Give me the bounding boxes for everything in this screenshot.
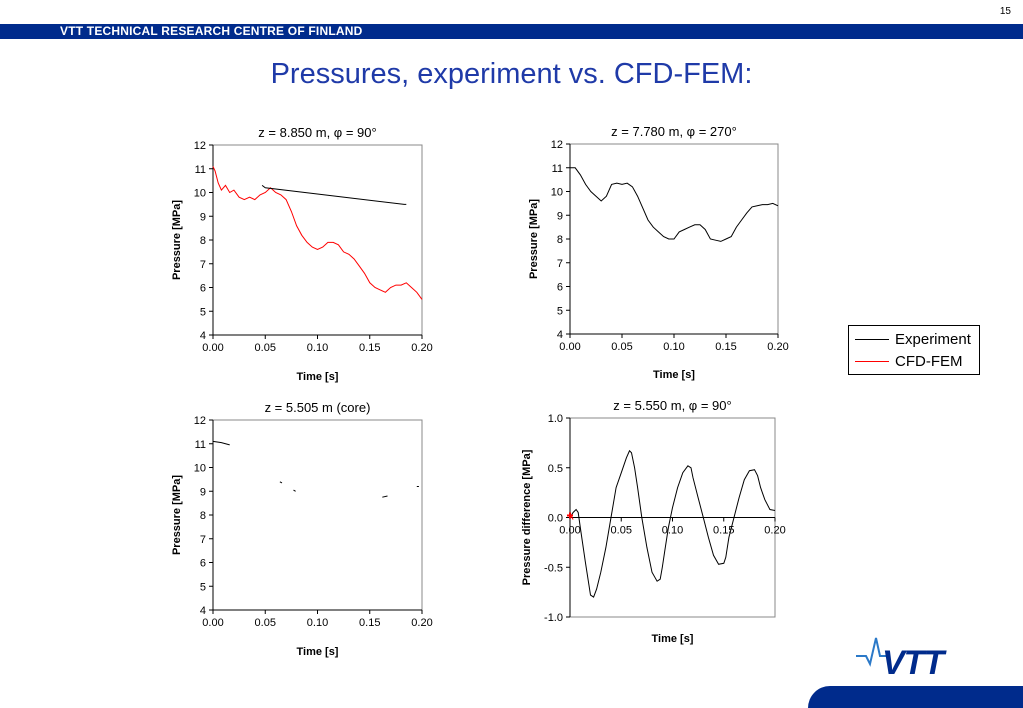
page-number: 15	[999, 6, 1011, 17]
x-tick-label: 0.05	[255, 342, 276, 354]
y-tick-label: 4	[557, 329, 563, 341]
y-tick-label: 7	[200, 534, 206, 546]
organization-header: VTT TECHNICAL RESEARCH CENTRE OF FINLAND	[60, 24, 363, 38]
y-tick-label: 8	[557, 234, 563, 246]
y-tick-label: 5	[200, 581, 206, 593]
chart-1: 4 5 6 7 8 9 10 11 12 0.00 0.05 0.10 0.15 0.20 z = 8.85…	[171, 125, 433, 383]
chart-title: z = 8.850 m, φ = 90°	[258, 125, 376, 140]
y-tick-label: 12	[194, 140, 206, 152]
y-tick-label: -0.5	[544, 562, 563, 574]
slide-title: Pressures, experiment vs. CFD-FEM:	[270, 58, 753, 90]
series-line-cfd-fem	[212, 166, 423, 300]
y-tick-label: 10	[194, 463, 206, 475]
y-tick-label: 5	[200, 306, 206, 318]
y-tick-label: 0.5	[548, 463, 563, 475]
y-tick-label: 0.0	[548, 513, 563, 525]
series-line-experiment	[570, 167, 779, 242]
y-tick-label: 8	[200, 235, 206, 247]
footer-swoosh	[808, 686, 1023, 708]
x-axis-label: Time [s]	[653, 369, 695, 381]
y-tick-label: 7	[557, 258, 563, 270]
y-tick-label: 11	[552, 163, 563, 175]
y-tick-label: 6	[200, 283, 206, 295]
y-axis-label: Pressure [MPa]	[171, 200, 183, 280]
chart-3: 4 5 6 7 8 9 10 11 12 0.00 0.05 0.10 0.15 0.20 z = 5.50…	[171, 400, 433, 658]
x-tick-label: 0.00	[559, 341, 580, 353]
y-tick-label: 4	[200, 330, 206, 342]
x-tick-label: 0.05	[611, 341, 632, 353]
x-tick-label: 0.10	[662, 525, 683, 537]
y-axis-label: Pressure [MPa]	[171, 475, 183, 555]
series-line-experiment	[569, 449, 776, 598]
y-tick-label: 6	[200, 558, 206, 570]
chart-2: 4 5 6 7 8 9 10 11 12 0.00 0.05 0.10 0.15 0.20 z = 7.78…	[528, 124, 789, 381]
y-tick-label: 1.0	[548, 413, 563, 425]
header-bar	[0, 24, 1023, 39]
legend-swatch-cfd-fem	[855, 361, 889, 362]
y-tick-label: 9	[557, 210, 563, 222]
y-tick-label: 10	[551, 187, 563, 199]
x-tick-label: 0.15	[359, 617, 380, 629]
x-tick-label: 0.20	[764, 525, 785, 537]
y-tick-label: 7	[200, 259, 206, 271]
legend-item-experiment: Experiment	[855, 329, 979, 349]
y-tick-label: 6	[557, 282, 563, 294]
y-tick-label: 8	[200, 510, 206, 522]
x-tick-label: 0.00	[202, 342, 223, 354]
chart-title: z = 5.550 m, φ = 90°	[613, 398, 731, 413]
legend-label-experiment: Experiment	[895, 331, 971, 348]
x-tick-label: 0.20	[411, 617, 432, 629]
logo-pulse-mark	[856, 637, 886, 667]
y-tick-label: -1.0	[544, 612, 563, 624]
x-tick-label: 0.15	[713, 525, 734, 537]
x-tick-label: 0.15	[359, 342, 380, 354]
x-tick-label: 0.20	[767, 341, 788, 353]
chart-legend: Experiment CFD-FEM	[848, 325, 980, 375]
x-tick-label: 0.10	[307, 617, 328, 629]
logo-wordmark: VTT	[882, 644, 947, 680]
x-tick-label: 0.05	[255, 617, 276, 629]
x-tick-label: 0.00	[559, 525, 580, 537]
y-tick-label: 9	[200, 486, 206, 498]
x-tick-label: 0.10	[307, 342, 328, 354]
legend-swatch-experiment	[855, 339, 889, 340]
plot-area	[212, 419, 423, 611]
legend-item-cfd-fem: CFD-FEM	[855, 351, 979, 371]
x-tick-label: 0.10	[663, 341, 684, 353]
x-tick-label: 0.15	[715, 341, 736, 353]
y-tick-label: 12	[551, 139, 563, 151]
legend-label-cfd-fem: CFD-FEM	[895, 353, 963, 370]
chart-title: z = 5.505 m (core)	[265, 400, 371, 415]
y-tick-label: 9	[200, 211, 206, 223]
y-tick-label: 12	[194, 415, 206, 427]
x-tick-label: 0.05	[611, 525, 632, 537]
x-axis-label: Time [s]	[297, 371, 339, 383]
plot-area	[212, 144, 423, 336]
series-line-experiment	[279, 481, 283, 484]
y-tick-label: 5	[557, 305, 563, 317]
series-line-experiment	[293, 489, 296, 492]
chart-title: z = 7.780 m, φ = 270°	[611, 124, 737, 139]
y-tick-label: 11	[195, 164, 206, 176]
x-axis-label: Time [s]	[297, 646, 339, 658]
chart-4: -1.0 -0.5 0.0 0.5 1.0 0.00 0.05 0.10 0.15 0.20 z =…	[521, 398, 786, 645]
x-tick-label: 0.00	[202, 617, 223, 629]
y-axis-label: Pressure difference [MPa]	[521, 449, 533, 585]
vtt-logo: VTT	[856, 637, 948, 680]
series-line-experiment	[261, 184, 407, 205]
y-tick-label: 4	[200, 605, 206, 617]
y-axis-label: Pressure [MPa]	[528, 199, 540, 279]
x-tick-label: 0.20	[411, 342, 432, 354]
x-axis-label: Time [s]	[652, 633, 694, 645]
y-tick-label: 11	[195, 439, 206, 451]
series-line-experiment	[212, 440, 230, 446]
y-tick-label: 10	[194, 188, 206, 200]
series-line-experiment	[382, 495, 388, 498]
